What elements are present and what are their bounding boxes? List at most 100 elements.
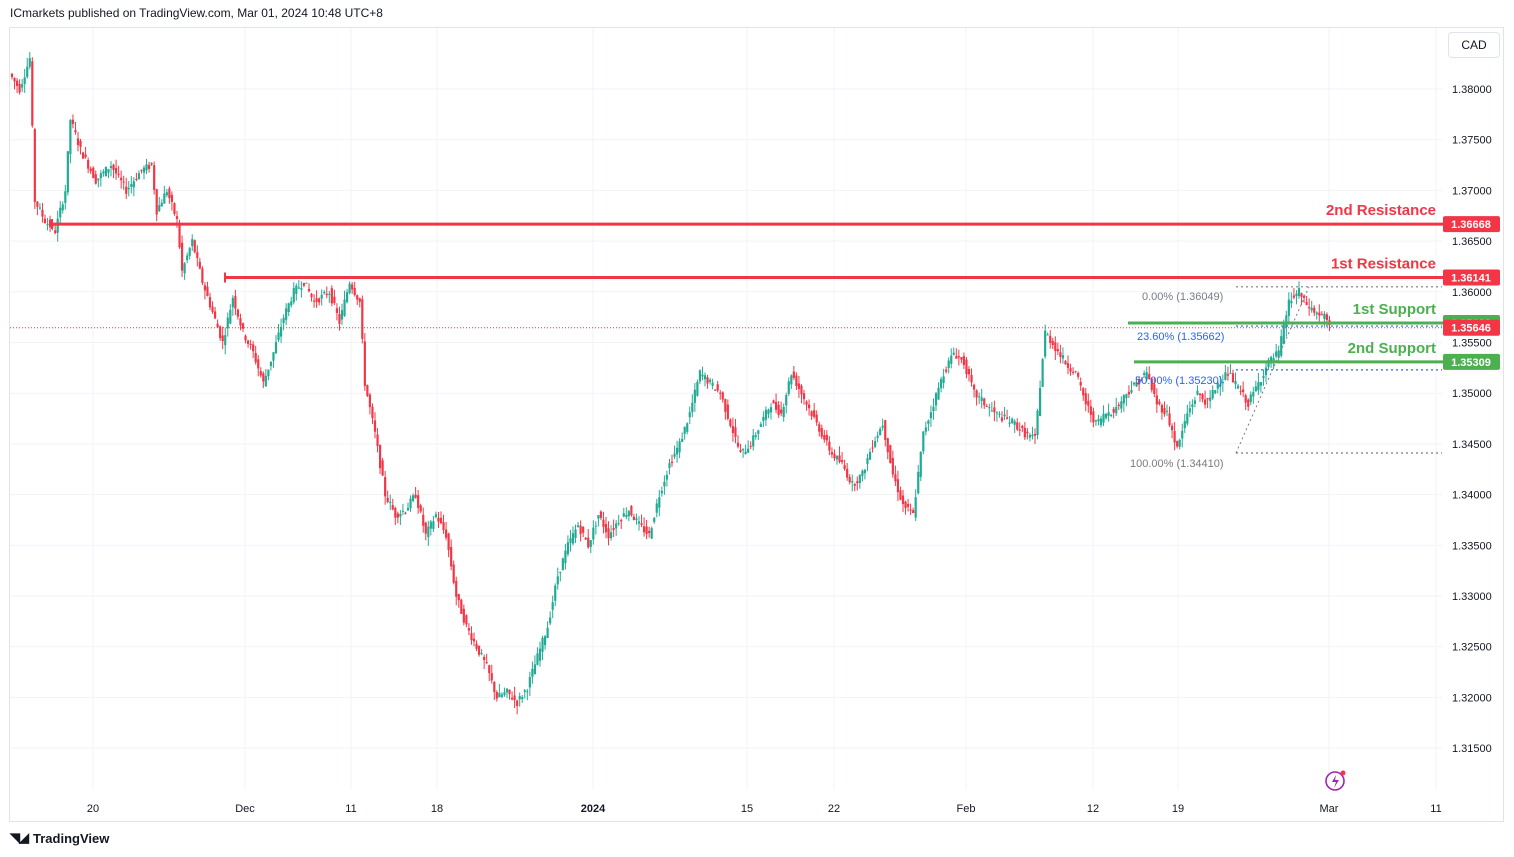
candle-body <box>919 451 922 477</box>
level-label: 1st Support <box>1353 301 1436 318</box>
candle-body <box>1122 395 1125 404</box>
candle-body <box>896 479 900 493</box>
candle-body <box>1021 426 1024 428</box>
candle-body <box>422 514 425 526</box>
candle-body <box>998 413 1001 415</box>
candle-body <box>1155 395 1158 405</box>
candle-body <box>66 151 69 193</box>
candle-body <box>26 66 29 77</box>
candle-body <box>1137 379 1141 385</box>
time-tick-label: 19 <box>1172 803 1184 815</box>
time-tick-label: Dec <box>235 803 255 815</box>
candle-body <box>153 165 156 190</box>
candle-body <box>1188 408 1191 413</box>
candle-body <box>1254 386 1257 392</box>
candle-body <box>1071 371 1075 373</box>
candle-body <box>419 505 422 512</box>
candle-body <box>1145 372 1148 380</box>
candle-body <box>358 298 361 302</box>
candle-body <box>929 412 933 419</box>
candle-body <box>726 404 729 419</box>
candle-body <box>368 394 372 408</box>
candle-body <box>1257 382 1260 391</box>
candle-body <box>1282 324 1285 344</box>
candle-body <box>983 398 986 406</box>
price-tick-label: 1.34000 <box>1452 490 1492 502</box>
candle-body <box>150 163 153 165</box>
candle-body <box>731 426 735 434</box>
candle-body <box>409 498 412 509</box>
candle-body <box>353 288 356 296</box>
candle-body <box>945 369 948 372</box>
candle-body <box>274 342 278 354</box>
candle-body <box>15 80 19 86</box>
candle-body <box>975 390 978 398</box>
candle-body <box>1051 340 1054 345</box>
candles <box>10 52 1331 715</box>
tradingview-logo-icon: ◥◢ <box>10 830 29 845</box>
candle-body <box>711 382 714 386</box>
candle-body <box>31 61 34 126</box>
candle-body <box>655 503 658 513</box>
candle-body <box>592 527 595 540</box>
candle-body <box>899 490 902 500</box>
candle-body <box>142 167 146 173</box>
candle-body <box>1003 414 1006 417</box>
footer-brand[interactable]: ◥◢ TradingView <box>10 830 109 846</box>
currency-button[interactable]: CAD <box>1448 32 1500 58</box>
candle-body <box>1041 359 1044 388</box>
candle-body <box>866 458 869 464</box>
candle-body <box>74 130 77 133</box>
candle-body <box>830 452 834 455</box>
candle-body <box>924 427 927 432</box>
candle-body <box>955 355 958 359</box>
candle-body <box>206 286 209 296</box>
candle-body <box>599 511 603 518</box>
time-tick-label: 12 <box>1087 803 1099 815</box>
candle-body <box>366 385 369 396</box>
candle-body <box>297 287 300 289</box>
candle-body <box>625 514 628 517</box>
candle-body <box>741 448 745 451</box>
candle-body <box>972 384 976 390</box>
candle-body <box>526 691 529 693</box>
time-tick-label: 11 <box>345 803 356 815</box>
candle-body <box>960 357 963 360</box>
candle-body <box>208 297 212 308</box>
candle-body <box>125 186 128 194</box>
candle-body <box>1013 421 1016 425</box>
candle-body <box>333 296 336 304</box>
candle-body <box>637 521 641 524</box>
candle-body <box>107 169 110 173</box>
candle-body <box>879 428 882 436</box>
candle-body <box>396 513 399 518</box>
candle-body <box>168 188 171 199</box>
candle-body <box>510 697 514 700</box>
candle-body <box>1097 419 1100 422</box>
candle-body <box>978 396 981 398</box>
candle-body <box>38 207 42 209</box>
candle-body <box>505 688 509 693</box>
candle-body <box>427 526 430 537</box>
candle-body <box>932 406 935 412</box>
candle-body <box>820 428 823 437</box>
candle-body <box>36 201 39 207</box>
candle-body <box>401 510 405 512</box>
candle-body <box>465 615 468 625</box>
candle-body <box>678 441 681 453</box>
candle-body <box>1143 373 1146 375</box>
candle-body <box>543 636 547 646</box>
candle-body <box>442 522 445 531</box>
candle-body <box>211 306 214 312</box>
candle-body <box>180 242 184 271</box>
time-tick-label: Mar <box>1320 803 1339 815</box>
candle-body <box>701 374 704 377</box>
price-tick-label: 1.37000 <box>1452 185 1492 197</box>
candle-body <box>1295 293 1298 296</box>
candle-body <box>579 525 582 535</box>
candle-body <box>790 375 793 385</box>
lightning-icon[interactable] <box>1325 770 1346 791</box>
candle-body <box>361 299 364 339</box>
price-tick-label: 1.35500 <box>1452 338 1492 350</box>
